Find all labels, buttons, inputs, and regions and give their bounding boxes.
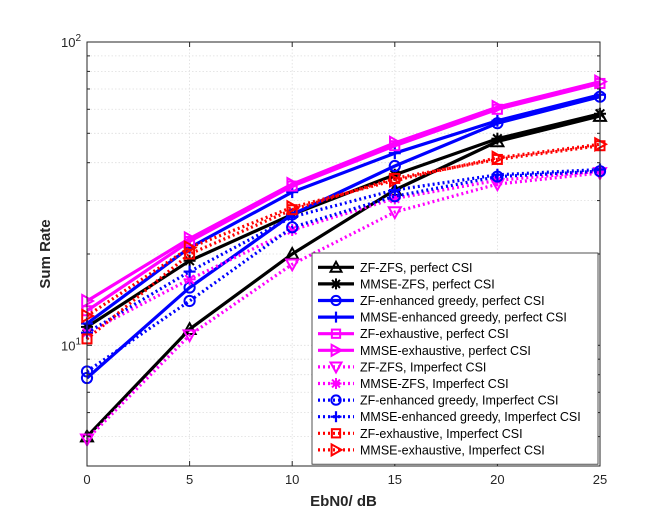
x-tick-label: 5 bbox=[186, 472, 193, 487]
legend-item: MMSE-exhaustive, perfect CSI bbox=[318, 343, 531, 358]
legend-marker bbox=[330, 343, 344, 358]
data-point bbox=[183, 239, 198, 256]
legend-item: ZF-ZFS, perfect CSI bbox=[318, 259, 473, 275]
x-tick-label: 0 bbox=[83, 472, 90, 487]
data-point bbox=[286, 176, 301, 192]
marker-stroke bbox=[184, 274, 195, 285]
series-6 bbox=[81, 73, 609, 309]
legend-item: MMSE-ZFS, Imperfect CSI bbox=[318, 377, 509, 391]
data-point bbox=[491, 99, 506, 115]
data-point bbox=[183, 230, 198, 247]
legend: ZF-ZFS, perfect CSI MMSE-ZFS, perfect CSI… bbox=[311, 252, 599, 465]
marker-stroke bbox=[492, 133, 503, 144]
x-tick-label: 25 bbox=[593, 472, 607, 487]
legend-box bbox=[311, 252, 599, 465]
legend-label: MMSE-exhaustive, perfect CSI bbox=[360, 344, 531, 358]
data-point bbox=[81, 293, 96, 309]
legend-item: MMSE-enhanced greedy, Imperfect CSI bbox=[318, 410, 581, 424]
marker-stroke bbox=[331, 279, 341, 289]
legend-label: ZF-ZFS, perfect CSI bbox=[360, 261, 473, 275]
data-point bbox=[183, 265, 196, 278]
data-point bbox=[594, 136, 609, 152]
series-line bbox=[85, 144, 601, 341]
legend-item: ZF-exhaustive, perfect CSI bbox=[318, 327, 509, 341]
legend-marker bbox=[330, 294, 342, 307]
legend-item: ZF-enhanced greedy, Imperfect CSI bbox=[318, 394, 558, 408]
legend-item: MMSE-enhanced greedy, perfect CSI bbox=[318, 311, 567, 325]
y-tick-label: 101 bbox=[61, 336, 81, 353]
legend-label: MMSE-exhaustive, Imperfect CSI bbox=[360, 443, 545, 457]
legend-marker bbox=[330, 442, 344, 458]
legend-marker bbox=[328, 259, 344, 273]
data-point bbox=[389, 172, 403, 188]
legend-label: MMSE-enhanced greedy, perfect CSI bbox=[360, 311, 567, 325]
legend-label: ZF-ZFS, Imperfect CSI bbox=[360, 360, 486, 374]
x-tick-label: 15 bbox=[388, 472, 402, 487]
x-tick-label: 20 bbox=[490, 472, 504, 487]
series-lines bbox=[79, 73, 609, 448]
legend-label: MMSE-ZFS, perfect CSI bbox=[360, 277, 495, 291]
legend-label: ZF-exhaustive, perfect CSI bbox=[360, 327, 509, 341]
legend-item: MMSE-ZFS, perfect CSI bbox=[318, 277, 495, 291]
legend-label: ZF-enhanced greedy, Imperfect CSI bbox=[360, 394, 558, 408]
data-point bbox=[286, 199, 301, 216]
y-tick-label: 102 bbox=[61, 33, 81, 50]
x-axis-label: EbN0/ dB bbox=[310, 493, 377, 510]
legend-label: ZF-enhanced greedy, perfect CSI bbox=[360, 294, 545, 308]
legend-item: ZF-enhanced greedy, perfect CSI bbox=[318, 294, 545, 308]
data-point bbox=[183, 294, 196, 308]
x-tick-label: 10 bbox=[285, 472, 299, 487]
legend-marker bbox=[328, 361, 344, 375]
y-axis-label: Sum Rate bbox=[37, 219, 54, 288]
marker-stroke bbox=[331, 378, 341, 389]
data-point bbox=[181, 329, 198, 344]
data-point bbox=[388, 147, 401, 160]
legend-label: MMSE-ZFS, Imperfect CSI bbox=[360, 377, 509, 391]
data-point bbox=[387, 206, 403, 221]
data-point bbox=[389, 135, 403, 151]
legend-item: MMSE-exhaustive, Imperfect CSI bbox=[318, 442, 545, 458]
legend-label: MMSE-enhanced greedy, Imperfect CSI bbox=[360, 410, 581, 424]
data-point bbox=[284, 258, 300, 273]
data-point bbox=[594, 73, 609, 90]
series-line bbox=[85, 114, 601, 438]
series-line bbox=[85, 95, 601, 380]
legend-marker bbox=[330, 378, 342, 389]
data-point bbox=[491, 168, 504, 181]
axis-ticks: 0 5 10 15 20 25 101 102 bbox=[61, 33, 607, 487]
series-line bbox=[86, 81, 601, 313]
legend-label: ZF-exhaustive, Imperfect CSI bbox=[360, 427, 523, 441]
data-point bbox=[491, 132, 504, 145]
data-point bbox=[388, 159, 401, 173]
legend-item: ZF-exhaustive, Imperfect CSI bbox=[318, 427, 523, 441]
legend-marker bbox=[330, 328, 342, 339]
legend-marker bbox=[330, 311, 342, 323]
series-line bbox=[86, 169, 601, 335]
legend-marker bbox=[330, 394, 342, 406]
data-point bbox=[491, 114, 504, 127]
data-point bbox=[286, 210, 299, 223]
series-line bbox=[86, 80, 601, 303]
marker-stroke bbox=[287, 224, 298, 236]
series-12 bbox=[81, 136, 609, 324]
legend-item: ZF-ZFS, Imperfect CSI bbox=[318, 360, 486, 375]
data-point bbox=[491, 150, 506, 166]
legend-marker bbox=[330, 278, 342, 290]
data-point bbox=[81, 308, 96, 324]
data-point bbox=[388, 184, 401, 197]
series-line bbox=[85, 171, 601, 441]
legend-marker bbox=[330, 411, 342, 423]
series-line bbox=[86, 142, 601, 318]
series-line bbox=[86, 93, 601, 325]
legend-marker bbox=[330, 428, 342, 439]
